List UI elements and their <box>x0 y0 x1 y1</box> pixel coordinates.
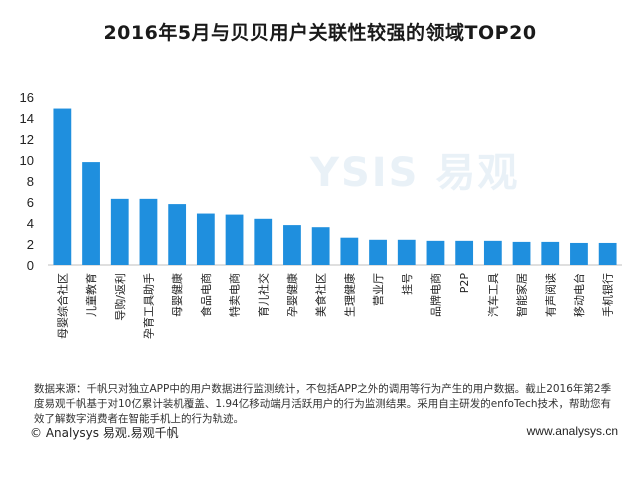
bar <box>512 241 531 265</box>
x-tick-label: 母婴综合社区 <box>55 273 69 339</box>
x-tick-label: 母婴健康 <box>170 273 184 317</box>
x-tick-label: 食品电商 <box>199 273 213 317</box>
x-tick-label: P2P <box>458 273 471 294</box>
x-tick-label: 美食社区 <box>314 273 328 317</box>
bar <box>397 239 416 265</box>
chart-title: 2016年5月与贝贝用户关联性较强的领域TOP20 <box>103 22 537 44</box>
bar <box>82 162 100 265</box>
bar <box>110 198 129 265</box>
bar <box>340 237 359 265</box>
bar <box>455 240 474 265</box>
x-axis-labels: 母婴综合社区 儿童教育 导购/返利 孕育工具助手 母婴健康 食品电商 特卖电商 育儿社交 孕婴健… <box>55 273 614 339</box>
x-tick-label: 孕育工具助手 <box>141 273 155 339</box>
bar <box>168 204 187 265</box>
y-tick-label: 4 <box>27 216 34 231</box>
x-tick-label: 生理健康 <box>342 273 356 317</box>
x-tick-label: 营业厅 <box>371 273 385 306</box>
x-tick-label: 汽车工具 <box>486 273 500 317</box>
x-tick-label: 孕婴健康 <box>285 273 299 317</box>
y-tick-label: 2 <box>27 237 34 252</box>
x-tick-label: 特卖电商 <box>228 273 242 317</box>
x-tick-label: 品牌电商 <box>428 273 442 317</box>
bar <box>598 242 617 265</box>
bar <box>570 242 588 265</box>
source-note: 数据来源：千帆只对独立APP中的用户数据进行监测统计，不包括APP之外的调用等行… <box>34 383 612 425</box>
bar <box>311 227 330 265</box>
bar <box>139 198 158 265</box>
x-tick-label: 育儿社交 <box>256 273 270 317</box>
x-tick-label: 移动电台 <box>572 273 586 317</box>
y-tick-label: 12 <box>20 132 34 147</box>
x-tick-label: 智能家居 <box>515 273 529 317</box>
y-tick-label: 16 <box>20 90 34 105</box>
bar <box>254 218 273 265</box>
bar <box>483 240 502 265</box>
bar <box>541 241 560 265</box>
bar <box>196 213 215 265</box>
y-tick-label: 14 <box>20 111 34 126</box>
bar <box>225 214 244 265</box>
footer-url[interactable]: www.analysys.cn <box>526 424 618 438</box>
y-tick-label: 10 <box>20 153 34 168</box>
x-tick-label: 导购/返利 <box>113 273 127 321</box>
x-tick-label: 儿童教育 <box>84 273 98 317</box>
bar <box>53 108 72 265</box>
y-tick-label: 6 <box>27 195 34 210</box>
bars <box>53 108 617 265</box>
x-tick-label: 手机银行 <box>601 273 615 317</box>
bar <box>283 225 301 265</box>
x-tick-label: 挂号 <box>400 273 414 295</box>
bar <box>369 239 387 265</box>
bar <box>426 240 445 265</box>
footer-copyright: © Analysys 易观.易观千帆 <box>30 426 179 440</box>
x-tick-label: 有声阅读 <box>543 273 557 317</box>
y-tick-label: 8 <box>27 174 34 189</box>
y-tick-label: 0 <box>27 258 34 273</box>
